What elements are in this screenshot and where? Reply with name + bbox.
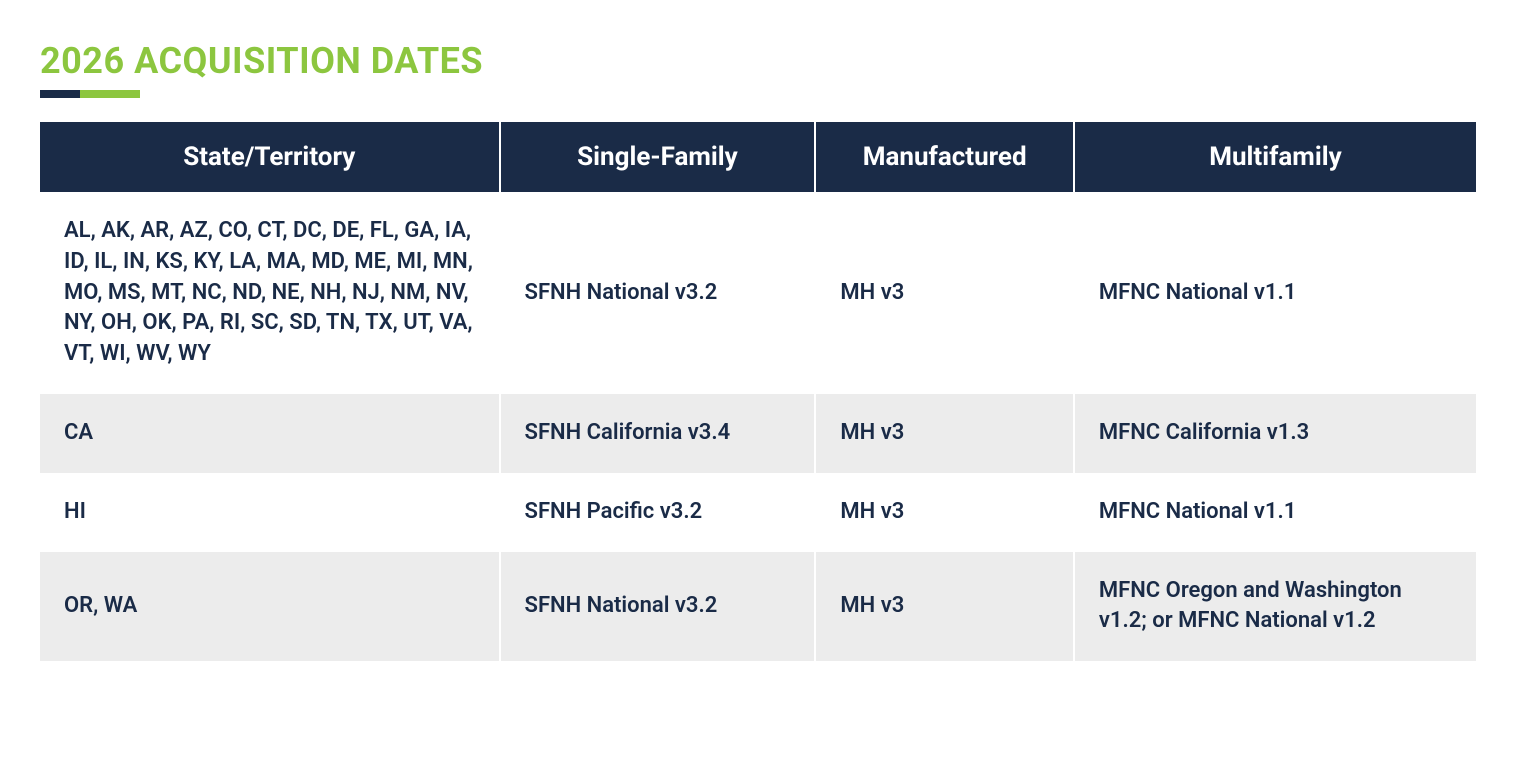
table-row: CA SFNH California v3.4 MH v3 MFNC Calif… bbox=[40, 394, 1476, 473]
cell-multifamily: MFNC California v1.3 bbox=[1074, 394, 1476, 473]
cell-single-family: SFNH National v3.2 bbox=[500, 552, 816, 662]
underline-dark-segment bbox=[40, 90, 80, 98]
table-row: HI SFNH Pacific v3.2 MH v3 MFNC National… bbox=[40, 473, 1476, 552]
cell-single-family: SFNH National v3.2 bbox=[500, 192, 816, 394]
underline-green-segment bbox=[80, 90, 140, 98]
cell-state: HI bbox=[40, 473, 500, 552]
cell-manufactured: MH v3 bbox=[815, 192, 1073, 394]
title-underline bbox=[40, 90, 1476, 98]
acquisition-dates-table: State/Territory Single-Family Manufactur… bbox=[40, 122, 1476, 661]
column-header-multifamily: Multifamily bbox=[1074, 122, 1476, 192]
column-header-manufactured: Manufactured bbox=[815, 122, 1073, 192]
cell-single-family: SFNH Pacific v3.2 bbox=[500, 473, 816, 552]
cell-manufactured: MH v3 bbox=[815, 473, 1073, 552]
table-row: AL, AK, AR, AZ, CO, CT, DC, DE, FL, GA, … bbox=[40, 192, 1476, 394]
column-header-state: State/Territory bbox=[40, 122, 500, 192]
table-header-row: State/Territory Single-Family Manufactur… bbox=[40, 122, 1476, 192]
cell-multifamily: MFNC National v1.1 bbox=[1074, 192, 1476, 394]
table-row: OR, WA SFNH National v3.2 MH v3 MFNC Ore… bbox=[40, 552, 1476, 662]
cell-state: OR, WA bbox=[40, 552, 500, 662]
cell-multifamily: MFNC National v1.1 bbox=[1074, 473, 1476, 552]
page-title: 2026 ACQUISITION DATES bbox=[40, 40, 1476, 82]
cell-single-family: SFNH California v3.4 bbox=[500, 394, 816, 473]
cell-manufactured: MH v3 bbox=[815, 394, 1073, 473]
cell-state: CA bbox=[40, 394, 500, 473]
cell-multifamily: MFNC Oregon and Washington v1.2; or MFNC… bbox=[1074, 552, 1476, 662]
cell-state: AL, AK, AR, AZ, CO, CT, DC, DE, FL, GA, … bbox=[40, 192, 500, 394]
cell-manufactured: MH v3 bbox=[815, 552, 1073, 662]
column-header-single-family: Single-Family bbox=[500, 122, 816, 192]
